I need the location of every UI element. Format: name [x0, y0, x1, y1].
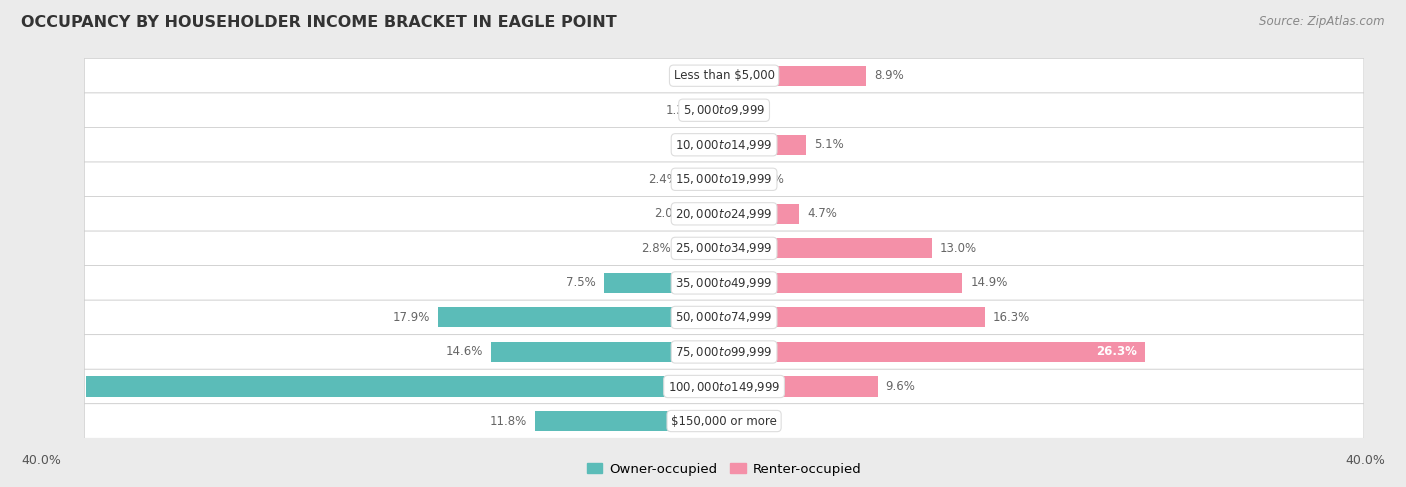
Text: 14.6%: 14.6%	[446, 345, 482, 358]
Text: 26.3%: 26.3%	[1095, 345, 1136, 358]
Bar	[724, 376, 877, 396]
Text: 4.7%: 4.7%	[807, 207, 837, 220]
Text: $10,000 to $14,999: $10,000 to $14,999	[675, 138, 773, 152]
Text: Source: ZipAtlas.com: Source: ZipAtlas.com	[1260, 15, 1385, 28]
Text: $50,000 to $74,999: $50,000 to $74,999	[675, 310, 773, 324]
FancyBboxPatch shape	[84, 404, 1364, 438]
Text: 5.1%: 5.1%	[814, 138, 844, 151]
FancyBboxPatch shape	[84, 300, 1364, 335]
Text: $150,000 or more: $150,000 or more	[671, 414, 778, 428]
Bar	[437, 307, 724, 327]
Bar	[686, 169, 724, 189]
Bar	[605, 273, 724, 293]
Text: Less than $5,000: Less than $5,000	[673, 69, 775, 82]
Bar	[491, 342, 724, 362]
FancyBboxPatch shape	[84, 128, 1364, 162]
Bar	[86, 376, 724, 396]
Bar	[692, 204, 724, 224]
Text: 9.6%: 9.6%	[886, 380, 915, 393]
FancyBboxPatch shape	[84, 58, 1364, 93]
Bar	[536, 411, 724, 431]
Text: 0.0%: 0.0%	[688, 69, 717, 82]
Bar	[724, 342, 1144, 362]
Text: 0.0%: 0.0%	[731, 414, 761, 428]
Text: 40.0%: 40.0%	[21, 454, 60, 467]
Text: 17.9%: 17.9%	[392, 311, 430, 324]
FancyBboxPatch shape	[84, 335, 1364, 369]
Bar	[724, 307, 984, 327]
Text: $35,000 to $49,999: $35,000 to $49,999	[675, 276, 773, 290]
FancyBboxPatch shape	[84, 369, 1364, 404]
Bar	[703, 100, 724, 120]
FancyBboxPatch shape	[84, 265, 1364, 300]
FancyBboxPatch shape	[84, 162, 1364, 197]
Text: 1.3%: 1.3%	[665, 104, 696, 117]
Text: $5,000 to $9,999: $5,000 to $9,999	[683, 103, 765, 117]
Text: 14.9%: 14.9%	[970, 277, 1008, 289]
Text: 13.0%: 13.0%	[941, 242, 977, 255]
Text: 11.8%: 11.8%	[491, 414, 527, 428]
FancyBboxPatch shape	[84, 93, 1364, 128]
Bar	[724, 169, 747, 189]
Text: $75,000 to $99,999: $75,000 to $99,999	[675, 345, 773, 359]
Bar	[679, 238, 724, 259]
Text: OCCUPANCY BY HOUSEHOLDER INCOME BRACKET IN EAGLE POINT: OCCUPANCY BY HOUSEHOLDER INCOME BRACKET …	[21, 15, 617, 30]
Text: $25,000 to $34,999: $25,000 to $34,999	[675, 242, 773, 255]
Bar	[724, 66, 866, 86]
FancyBboxPatch shape	[84, 197, 1364, 231]
Text: $15,000 to $19,999: $15,000 to $19,999	[675, 172, 773, 187]
Text: 2.0%: 2.0%	[654, 207, 685, 220]
Text: 0.0%: 0.0%	[688, 138, 717, 151]
Bar	[724, 273, 962, 293]
Text: 2.8%: 2.8%	[641, 242, 671, 255]
Text: 0.0%: 0.0%	[731, 104, 761, 117]
Text: $100,000 to $149,999: $100,000 to $149,999	[668, 379, 780, 393]
Text: 16.3%: 16.3%	[993, 311, 1031, 324]
Bar	[724, 238, 932, 259]
Legend: Owner-occupied, Renter-occupied: Owner-occupied, Renter-occupied	[581, 457, 868, 481]
Text: 7.5%: 7.5%	[567, 277, 596, 289]
Text: 1.4%: 1.4%	[755, 173, 785, 186]
FancyBboxPatch shape	[84, 231, 1364, 265]
Text: 8.9%: 8.9%	[875, 69, 904, 82]
Text: $20,000 to $24,999: $20,000 to $24,999	[675, 207, 773, 221]
Bar	[724, 204, 799, 224]
Text: 2.4%: 2.4%	[648, 173, 678, 186]
Bar	[724, 135, 806, 155]
Text: 40.0%: 40.0%	[1346, 454, 1385, 467]
Text: 39.9%: 39.9%	[666, 380, 709, 393]
